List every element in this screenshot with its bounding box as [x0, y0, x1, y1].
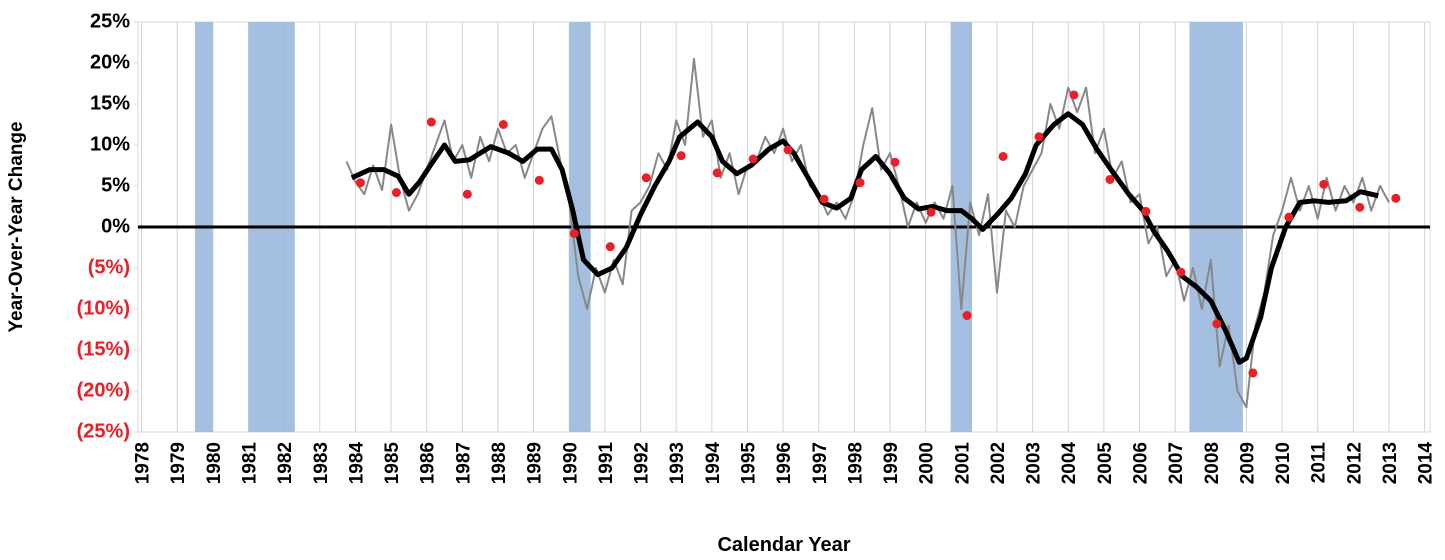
data-point	[391, 188, 401, 198]
data-point	[783, 145, 793, 155]
x-tick-label: 2009	[1237, 442, 1258, 484]
data-point	[534, 175, 544, 185]
y-tick-label: (25%)	[77, 420, 130, 442]
x-tick-label: 1982	[275, 442, 296, 484]
x-tick-label: 1988	[489, 442, 510, 484]
y-tick-label: 15%	[90, 92, 130, 114]
data-point	[605, 242, 615, 252]
x-tick-label: 1995	[738, 442, 759, 485]
y-tick-label: 10%	[90, 133, 130, 155]
data-point	[426, 117, 436, 127]
x-tick-label: 1997	[810, 442, 831, 484]
data-point	[712, 168, 722, 178]
x-tick-label: 2008	[1202, 442, 1223, 484]
x-tick-label: 2002	[988, 442, 1009, 484]
x-tick-label: 2011	[1309, 442, 1330, 484]
data-point	[962, 311, 972, 321]
x-tick-label: 1987	[453, 442, 474, 484]
x-axis-label: Calendar Year	[717, 534, 850, 556]
x-tick-label: 1985	[382, 442, 403, 485]
x-tick-label: 2003	[1024, 442, 1045, 484]
data-point	[855, 178, 865, 188]
y-tick-label: (5%)	[88, 256, 130, 278]
data-point	[641, 173, 651, 183]
x-tick-label: 2004	[1059, 442, 1080, 485]
data-point	[1105, 174, 1115, 184]
data-point	[1319, 179, 1329, 189]
data-point	[1176, 267, 1186, 277]
data-point	[1248, 368, 1258, 378]
x-tick-label: 2007	[1166, 442, 1187, 484]
data-point	[819, 194, 829, 204]
data-point	[1355, 202, 1365, 212]
data-point	[1069, 90, 1079, 100]
data-point	[1141, 206, 1151, 216]
data-point	[498, 120, 508, 129]
data-point	[676, 151, 686, 161]
x-tick-label: 1983	[311, 442, 332, 484]
x-tick-label: 2010	[1273, 442, 1294, 484]
y-tick-label: 0%	[101, 215, 130, 237]
x-tick-label: 2000	[917, 442, 938, 484]
x-tick-label: 1994	[703, 442, 724, 485]
x-tick-label: 1996	[774, 442, 795, 484]
y-tick-label: (20%)	[77, 379, 130, 401]
x-tick-label: 1990	[560, 442, 581, 484]
x-tick-label: 1998	[845, 442, 866, 484]
data-point	[748, 154, 758, 164]
data-point	[1391, 193, 1401, 203]
x-tick-label: 2005	[1095, 442, 1116, 485]
x-tick-label: 1993	[667, 442, 688, 484]
data-point	[998, 151, 1008, 161]
x-tick-label: 1980	[204, 442, 225, 484]
data-point	[462, 189, 472, 199]
x-tick-label: 1992	[632, 442, 653, 484]
y-axis-label: Year-Over-Year Change	[6, 121, 27, 332]
x-tick-label: 2001	[952, 442, 973, 485]
x-tick-label: 2012	[1344, 442, 1365, 484]
data-point	[1034, 132, 1044, 142]
y-tick-label: (10%)	[77, 297, 130, 319]
x-tick-label: 1989	[525, 442, 546, 484]
y-tick-label: 5%	[101, 174, 130, 196]
x-tick-label: 1986	[418, 442, 439, 484]
x-tick-label: 1981	[239, 442, 260, 485]
data-point	[1212, 319, 1222, 329]
x-tick-label: 1999	[881, 442, 902, 484]
x-tick-label: 2014	[1416, 442, 1437, 485]
series-line	[350, 111, 1379, 365]
data-point	[569, 229, 579, 239]
y-tick-label: (15%)	[77, 338, 130, 360]
data-point	[890, 157, 900, 167]
x-tick-label: 2013	[1380, 442, 1401, 484]
x-tick-label: 1991	[596, 442, 617, 485]
y-tick-label: 20%	[90, 51, 130, 73]
data-point	[355, 178, 365, 188]
x-tick-label: 1984	[346, 442, 367, 485]
y-tick-label: 25%	[90, 10, 130, 32]
x-tick-label: 1979	[168, 442, 189, 484]
x-tick-label: 1978	[133, 442, 154, 484]
data-point	[926, 207, 936, 217]
x-tick-label: 2006	[1131, 442, 1152, 484]
data-point	[1284, 212, 1294, 222]
